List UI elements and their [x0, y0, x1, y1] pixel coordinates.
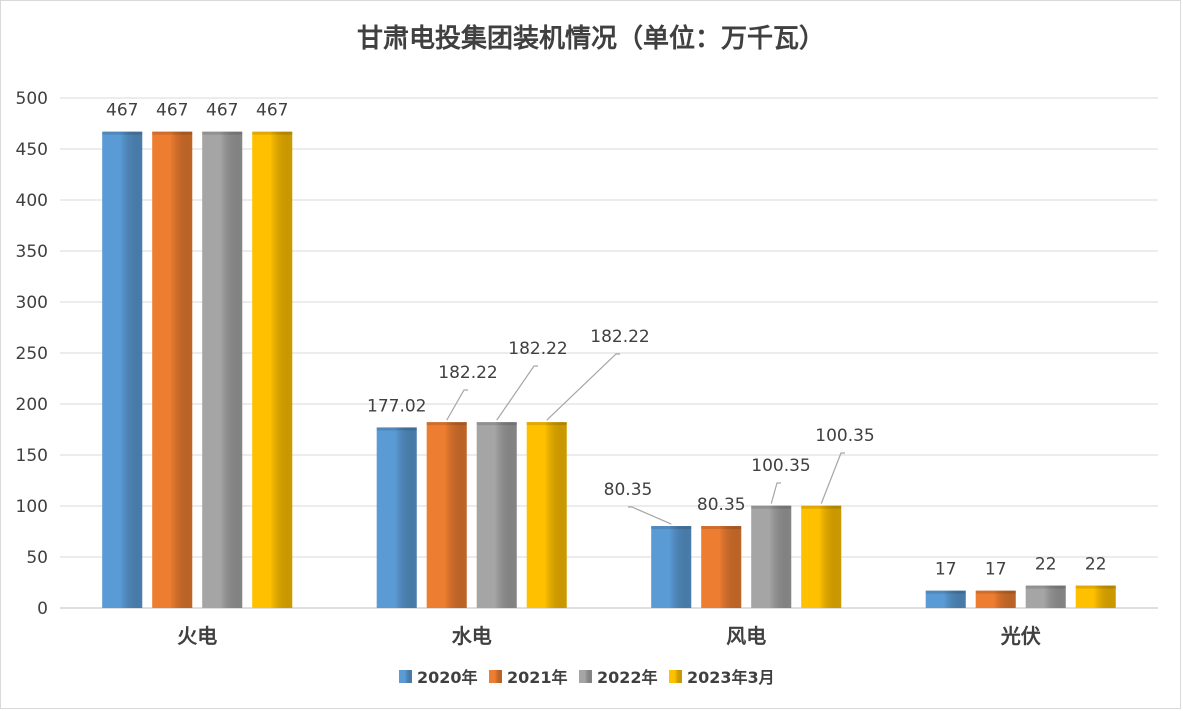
bar-top-0-2: [202, 131, 243, 135]
bar-shade-0-0: [102, 131, 143, 608]
data-label-0-1: 467: [156, 101, 188, 121]
data-labels: 467 467 467 467 177.02 182.22 182.22 182.22 80.3…: [106, 101, 1107, 580]
y-tick-label: 50: [26, 548, 48, 568]
data-label-2-0: 80.35: [604, 480, 653, 500]
bar-top-1-2: [476, 422, 517, 426]
bar-shade-3-3: [1075, 585, 1116, 608]
data-label-1-3: 182.22: [590, 327, 649, 347]
bar-shade-0-2: [202, 131, 243, 608]
bar-top-3-3: [1075, 585, 1116, 589]
data-label-3-0: 17: [935, 560, 957, 580]
y-tick-label: 200: [16, 395, 48, 415]
bar-top-1-0: [376, 427, 417, 431]
label-leader-lines: [446, 353, 845, 525]
bar-top-3-0: [925, 590, 966, 594]
bar-shade-1-1: [426, 422, 467, 608]
legend-swatch-shade-3: [669, 670, 682, 683]
data-label-1-0: 177.02: [367, 396, 426, 416]
bar-shade-3-2: [1025, 585, 1066, 608]
bar-shade-2-0: [651, 526, 692, 608]
bar-shade-1-2: [476, 422, 517, 608]
legend: 2020年 2021年 2022年 2023年3月: [399, 668, 775, 687]
y-tick-label: 0: [37, 599, 48, 619]
data-label-3-2: 22: [1035, 555, 1057, 575]
leader-line-1-3: [546, 353, 620, 421]
y-tick-label: 100: [16, 497, 48, 517]
bar-shade-2-2: [751, 505, 792, 608]
bar-top-2-1: [701, 526, 742, 530]
category-label: 风电: [726, 624, 766, 648]
bar-shade-3-0: [925, 590, 966, 608]
data-label-0-3: 467: [256, 101, 288, 121]
category-label: 火电: [177, 624, 217, 648]
legend-swatch-shade-0: [399, 670, 412, 683]
bar-shade-3-1: [975, 590, 1016, 608]
bar-top-2-2: [751, 505, 792, 509]
data-label-2-3: 100.35: [815, 426, 874, 446]
data-label-3-3: 22: [1085, 555, 1107, 575]
category-label: 水电: [452, 624, 492, 648]
chart-title: 甘肃电投集团装机情况（单位：万千瓦）: [357, 23, 825, 54]
legend-label-3: 2023年3月: [687, 668, 775, 687]
leader-line-1-1: [446, 389, 468, 421]
bar-top-3-1: [975, 590, 1016, 594]
bar-top-0-0: [102, 131, 143, 135]
data-label-3-1: 17: [985, 560, 1007, 580]
bar-shade-0-3: [252, 131, 293, 608]
legend-swatch-shade-2: [579, 670, 592, 683]
data-label-0-0: 467: [106, 101, 138, 121]
legend-label-0: 2020年: [417, 668, 478, 687]
y-tick-label: 300: [16, 293, 48, 313]
x-axis-categories: 火电 水电 风电 光伏: [177, 624, 1041, 648]
category-label: 光伏: [1000, 624, 1041, 648]
y-tick-label: 350: [16, 242, 48, 262]
bar-top-1-3: [526, 422, 567, 426]
legend-label-1: 2021年: [507, 668, 568, 687]
bar-top-2-0: [651, 526, 692, 530]
data-label-2-1: 80.35: [697, 495, 746, 515]
y-tick-label: 450: [16, 140, 48, 160]
bar-shade-1-3: [526, 422, 567, 608]
y-tick-label: 500: [16, 89, 48, 109]
bar-top-1-1: [426, 422, 467, 426]
y-tick-label: 400: [16, 191, 48, 211]
grid-lines: [60, 97, 1158, 609]
y-tick-label: 250: [16, 344, 48, 364]
leader-line-2-2: [770, 482, 781, 504]
leader-line-2-3: [820, 452, 845, 504]
leader-line-1-2: [496, 365, 538, 421]
bar-shade-0-1: [152, 131, 193, 608]
data-label-1-2: 182.22: [508, 339, 567, 359]
bar-shade-2-3: [801, 505, 842, 608]
bar-shade-1-0: [376, 427, 417, 608]
data-label-1-1: 182.22: [438, 363, 497, 383]
bar-top-2-3: [801, 505, 842, 509]
data-label-0-2: 467: [206, 101, 238, 121]
bar-top-0-3: [252, 131, 293, 135]
bars: [102, 131, 1116, 608]
leader-line-2-0: [628, 506, 672, 525]
legend-label-2: 2022年: [597, 668, 658, 687]
legend-swatch-shade-1: [489, 670, 502, 683]
bar-shade-2-1: [701, 526, 742, 608]
bar-top-3-2: [1025, 585, 1066, 589]
y-tick-label: 150: [16, 446, 48, 466]
data-label-2-2: 100.35: [751, 456, 810, 476]
y-axis-ticks: 0 50 100 150 200 250 300 350 400 450 500: [16, 89, 48, 619]
bar-top-0-1: [152, 131, 193, 135]
